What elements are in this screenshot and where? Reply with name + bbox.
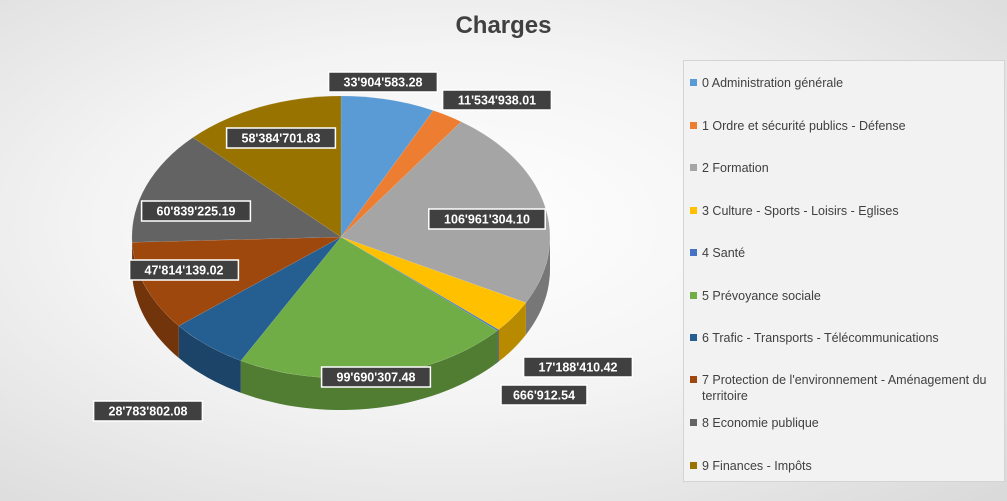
legend-swatch-9 bbox=[690, 462, 697, 469]
data-label-box-1 bbox=[441, 89, 553, 111]
data-label-4: 666'912.54 bbox=[513, 389, 575, 403]
legend-label-7: 7 Protection de l'environnement - Aménag… bbox=[702, 373, 987, 403]
pie-slice-side-2 bbox=[525, 237, 550, 335]
data-label-box-8 bbox=[140, 200, 252, 222]
data-label-7: 47'814'139.02 bbox=[145, 264, 224, 278]
pie-slice-3 bbox=[340, 236, 527, 330]
data-label-box-4 bbox=[500, 384, 588, 406]
data-label-9: 58'384'701.83 bbox=[242, 132, 321, 146]
data-label-box-9 bbox=[225, 127, 337, 149]
legend-item-8: 8 Economie publique bbox=[690, 415, 998, 431]
legend-item-1: 1 Ordre et sécurité publics - Défense bbox=[690, 118, 998, 134]
pie-slice-0 bbox=[340, 95, 434, 238]
legend-item-2: 2 Formation bbox=[690, 160, 998, 176]
data-label-box-6 bbox=[92, 400, 204, 422]
legend-swatch-1 bbox=[690, 122, 697, 129]
pie-slice-1 bbox=[340, 110, 462, 238]
data-label-box-0 bbox=[327, 71, 439, 93]
legend-swatch-6 bbox=[690, 334, 697, 341]
data-label-5: 99'690'307.48 bbox=[337, 371, 416, 385]
legend-swatch-8 bbox=[690, 419, 697, 426]
legend-item-6: 6 Trafic - Transports - Télécommunicatio… bbox=[690, 330, 998, 346]
legend-swatch-4 bbox=[690, 249, 697, 256]
legend-item-9: 9 Finances - Impôts bbox=[690, 458, 998, 474]
chart-legend: 0 Administration générale 1 Ordre et sécu… bbox=[683, 60, 1005, 482]
legend-item-0: 0 Administration générale bbox=[690, 75, 998, 91]
legend-swatch-0 bbox=[690, 79, 697, 86]
pie-slice-side-3 bbox=[498, 302, 526, 362]
pie-slice-4 bbox=[340, 236, 499, 331]
legend-label-3: 3 Culture - Sports - Loisirs - Eglises bbox=[702, 204, 899, 218]
data-label-2: 106'961'304.10 bbox=[444, 213, 530, 227]
legend-label-0: 0 Administration générale bbox=[702, 76, 844, 90]
legend-label-1: 1 Ordre et sécurité publics - Défense bbox=[702, 119, 906, 133]
data-label-box-3 bbox=[522, 356, 634, 378]
legend-label-9: 9 Finances - Impôts bbox=[702, 459, 812, 473]
legend-label-5: 5 Prévoyance sociale bbox=[702, 289, 821, 303]
legend-item-5: 5 Prévoyance sociale bbox=[690, 288, 998, 304]
legend-swatch-5 bbox=[690, 292, 697, 299]
chart-title: Charges bbox=[455, 12, 552, 39]
legend-item-4: 4 Santé bbox=[690, 245, 998, 261]
data-label-3: 17'188'410.42 bbox=[539, 361, 618, 375]
data-label-box-7 bbox=[128, 259, 240, 281]
legend-label-8: 8 Economie publique bbox=[702, 416, 819, 430]
pie-slice-side-4 bbox=[497, 329, 499, 363]
legend-swatch-3 bbox=[690, 207, 697, 214]
legend-swatch-7 bbox=[690, 376, 697, 383]
pie-slice-side-6 bbox=[178, 325, 241, 393]
pie-slice-side-7 bbox=[132, 242, 179, 358]
data-label-6: 28'783'802.08 bbox=[109, 405, 188, 419]
legend-label-2: 2 Formation bbox=[702, 161, 769, 175]
data-label-box-5 bbox=[320, 366, 432, 388]
legend-item-3: 3 Culture - Sports - Loisirs - Eglises bbox=[690, 203, 998, 219]
data-label-8: 60'839'225.19 bbox=[157, 205, 236, 219]
legend-swatch-2 bbox=[690, 164, 697, 171]
legend-item-7: 7 Protection de l'environnement - Aménag… bbox=[690, 372, 998, 404]
pie-slice-side-5 bbox=[240, 330, 498, 410]
pie-slice-6 bbox=[178, 236, 342, 361]
data-label-box-2 bbox=[428, 208, 546, 230]
data-label-0: 33'904'583.28 bbox=[344, 76, 423, 90]
legend-label-6: 6 Trafic - Transports - Télécommunicatio… bbox=[702, 331, 939, 345]
legend-label-4: 4 Santé bbox=[702, 246, 746, 260]
pie-slice-7 bbox=[131, 236, 342, 327]
data-label-1: 11'534'938.01 bbox=[458, 94, 536, 108]
